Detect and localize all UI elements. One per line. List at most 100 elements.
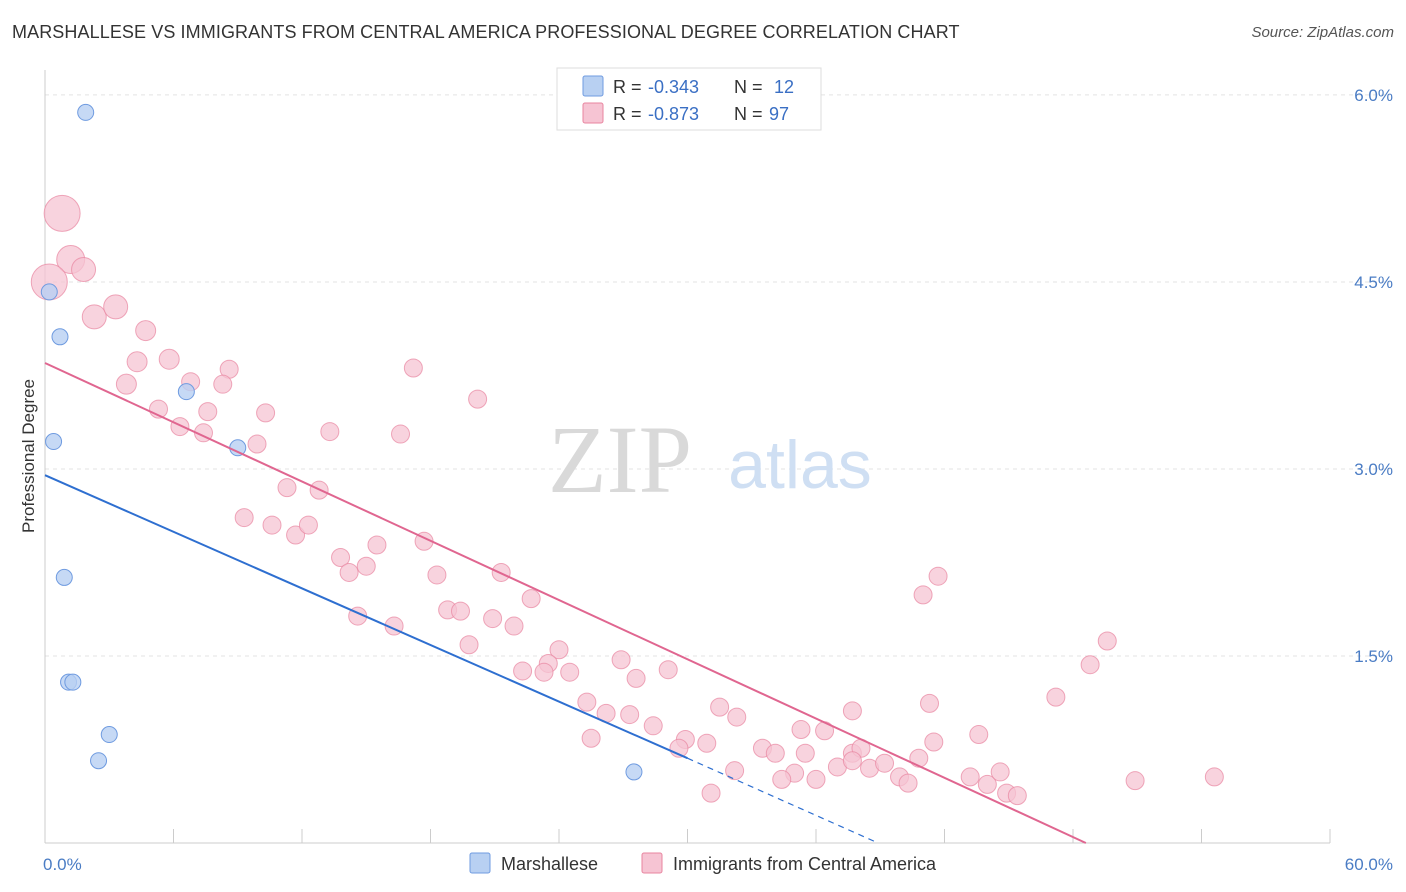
data-point-central-america [339,562,359,582]
data-point-central-america [909,748,929,768]
data-point-central-america [247,434,267,454]
series-central-america-points [30,194,1224,806]
bottom-legend-swatch-marshallese [469,852,491,874]
data-point-central-america [898,773,918,793]
chart-title: MARSHALLESE VS IMMIGRANTS FROM CENTRAL A… [12,22,960,42]
data-point-central-america [81,304,107,330]
data-point-central-america [103,294,129,320]
data-point-central-america [727,707,747,727]
y-tick-label-1: 3.0% [1354,460,1393,479]
data-point-central-america [504,616,524,636]
stats-legend: R = -0.343 N = 12 R = -0.873 N = 97 [556,67,822,131]
watermark-zip: ZIP [548,406,692,513]
data-point-central-america [234,508,254,528]
data-point-central-america [277,478,297,498]
bottom-legend: Marshallese Immigrants from Central Amer… [469,852,937,874]
data-point-central-america [549,640,569,660]
data-point-central-america [198,402,218,422]
data-point-marshallese [625,763,643,781]
legend-swatch-central-america [582,102,604,124]
y-tick-label-2: 4.5% [1354,273,1393,292]
data-point-central-america [725,761,745,781]
data-point-marshallese [40,283,58,301]
data-point-central-america [170,417,190,437]
data-point-central-america [286,525,306,545]
data-point-central-america [791,720,811,740]
data-point-central-america [658,660,678,680]
bottom-legend-marshallese: Marshallese [501,854,598,874]
data-point-central-america [560,662,580,682]
data-point-central-america [331,547,351,567]
data-point-central-america [577,692,597,712]
grid-lines [45,94,1390,657]
data-point-central-america [842,701,862,721]
data-point-central-america [960,767,980,787]
data-point-central-america [158,348,180,370]
data-point-central-america [643,716,663,736]
data-point-central-america [1125,771,1145,791]
legend-n-value-1: 12 [774,77,794,97]
data-point-central-america [772,769,792,789]
data-point-central-america [71,256,97,282]
data-point-central-america [626,668,646,688]
y-tick-label-0: 1.5% [1354,647,1393,666]
data-point-central-america [450,601,470,621]
data-point-marshallese [64,673,82,691]
data-point-central-america [928,566,948,586]
bottom-legend-swatch-central-america [641,852,663,874]
data-point-central-america [842,751,862,771]
data-point-central-america [701,783,721,803]
data-point-central-america [135,320,157,342]
data-point-central-america [913,585,933,605]
legend-n-value-2: 97 [769,104,789,124]
data-point-central-america [806,769,826,789]
legend-r-value-2: -0.873 [648,104,699,124]
data-point-central-america [990,762,1010,782]
series-marshallese-points [40,103,643,781]
data-point-central-america [765,743,785,763]
data-point-central-america [581,728,601,748]
x-tick-label-min: 0.0% [43,855,82,874]
legend-r-label-1: R = [613,77,642,97]
data-point-central-america [427,565,447,585]
data-point-central-america [43,194,81,232]
data-point-marshallese [45,433,63,451]
data-point-marshallese [90,752,108,770]
data-point-central-america [403,358,423,378]
x-tick-label-max: 60.0% [1345,855,1393,874]
bottom-legend-central-america: Immigrants from Central America [673,854,937,874]
data-point-central-america [459,635,479,655]
trend-lines [44,362,1087,844]
trend-line-marshallese [44,474,688,760]
y-axis-label: Professional Degree [19,379,38,533]
data-point-central-america [262,515,282,535]
data-point-marshallese [177,383,195,401]
data-point-central-america [513,661,533,681]
data-point-central-america [483,609,503,629]
data-point-central-america [1097,631,1117,651]
data-point-central-america [521,589,541,609]
data-point-central-america [611,650,631,670]
data-point-marshallese [100,726,118,744]
data-point-central-america [620,705,640,725]
axes [44,70,1331,844]
data-point-central-america [697,733,717,753]
data-point-central-america [126,351,148,373]
data-point-central-america [924,732,944,752]
legend-r-label-2: R = [613,104,642,124]
watermark: ZIP atlas [548,406,872,513]
data-point-central-america [367,535,387,555]
data-point-marshallese [51,328,69,346]
legend-r-value-1: -0.343 [648,77,699,97]
data-point-central-america [468,389,488,409]
data-point-central-america [115,373,137,395]
data-point-central-america [920,693,940,713]
data-point-central-america [710,697,730,717]
data-point-central-america [320,422,340,442]
source-label: Source: ZipAtlas.com [1251,24,1394,41]
data-point-central-america [534,662,554,682]
data-point-central-america [1046,687,1066,707]
data-point-central-america [1204,767,1224,787]
watermark-atlas: atlas [728,427,872,503]
